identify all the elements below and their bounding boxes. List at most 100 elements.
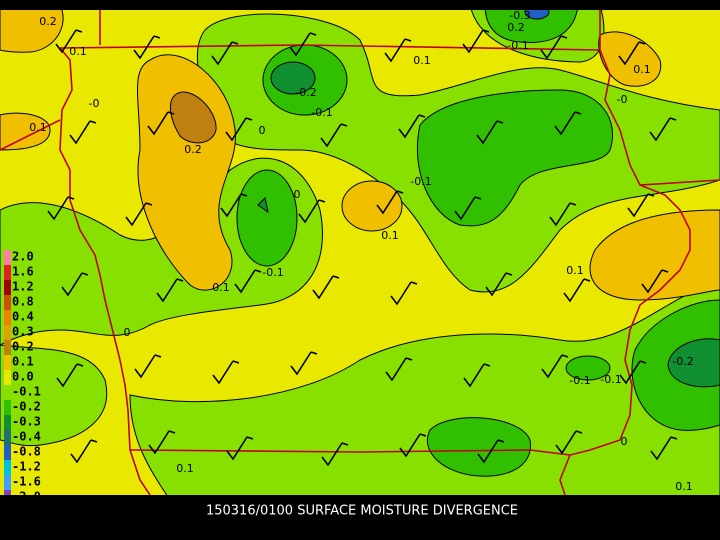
legend-swatch (4, 490, 11, 495)
wind-barb (650, 436, 678, 461)
contour-label: 0.1 (633, 63, 651, 76)
legend-swatch (4, 370, 11, 385)
legend-swatch (4, 265, 11, 280)
contour-label: 0.1 (69, 45, 87, 58)
contour-label: 0.1 (566, 264, 584, 277)
wind-barb (234, 269, 262, 294)
footer-title: 150316/0100 SURFACE MOISTURE DIVERGENCE (206, 504, 518, 519)
contour-label: -0.2 (295, 86, 316, 99)
field-dark-green (257, 61, 720, 388)
wind-barb (321, 442, 349, 467)
legend-label: -0.1 (12, 385, 41, 399)
legend-label: -0.2 (12, 400, 41, 414)
wind-barb (320, 123, 348, 148)
wind-barb (563, 278, 591, 303)
wind-barb (649, 117, 677, 142)
wind-barb (485, 272, 513, 297)
legend-label: 0.1 (12, 355, 34, 369)
wind-barb (148, 430, 176, 455)
legend-swatch (4, 325, 11, 340)
contour-label: -0.2 (672, 355, 693, 368)
legend-label: 1.6 (12, 265, 34, 279)
legend-label: -0.8 (12, 445, 41, 459)
contour-label: -0.1 (600, 373, 621, 386)
wind-barb (226, 436, 254, 461)
legend-label: 2.0 (12, 250, 34, 264)
legend-label: 0.2 (12, 340, 34, 354)
wind-barb (225, 117, 253, 142)
legend-swatch (4, 415, 11, 430)
wind-barb (47, 196, 75, 221)
legend-swatch (4, 310, 11, 325)
wind-barb (61, 272, 89, 297)
legend-swatch (4, 430, 11, 445)
wind-barb (55, 29, 83, 54)
wind-barb (56, 363, 84, 388)
contour-label: 0.1 (413, 54, 431, 67)
legend-swatch (4, 460, 11, 475)
contour-labels: 0.2 0.1 -0.3 0.2 -0.1 0.1 0.1 -0.2 -0.1 … (29, 9, 693, 493)
field-blue (524, 10, 550, 20)
wind-barb (399, 433, 427, 458)
wind-barb (463, 363, 491, 388)
legend-label: 1.2 (12, 280, 34, 294)
wind-barb (211, 41, 239, 66)
contour-label: -0.3 (509, 9, 530, 22)
wind-barb (619, 360, 647, 385)
wind-barb (290, 351, 318, 376)
legend-swatch (4, 340, 11, 355)
legend-label: -2.0 (12, 490, 41, 504)
contour-label: 0 (294, 188, 301, 201)
contour-label: 0.1 (29, 121, 47, 134)
contour-label: 0.1 (381, 229, 399, 242)
legend-label: 0.0 (12, 370, 34, 384)
contour-label: 0.2 (39, 15, 57, 28)
wind-barb (298, 199, 326, 224)
legend-swatch (4, 250, 11, 265)
contour-label: 0 (124, 326, 131, 339)
wind-barb (134, 354, 162, 379)
contour-label: -0.1 (311, 106, 332, 119)
wind-barb (133, 35, 161, 60)
contour-label: -0 (617, 93, 628, 106)
legend-swatch (4, 295, 11, 310)
contour-label: -0 (89, 97, 100, 110)
wind-barb (549, 202, 577, 227)
wind-barb (385, 357, 413, 382)
state-borders (0, 10, 720, 495)
contour-label: 0 (621, 435, 628, 448)
wind-barb (627, 193, 655, 218)
wind-barb (384, 38, 412, 63)
field-orange (0, 10, 720, 301)
wind-barb (477, 439, 505, 464)
map: 0.2 0.1 -0.3 0.2 -0.1 0.1 0.1 -0.2 -0.1 … (0, 9, 720, 495)
legend-label: -0.4 (12, 430, 41, 444)
legend-label: -1.2 (12, 460, 41, 474)
contour-label: 0.1 (675, 480, 693, 493)
wind-barb (156, 278, 184, 303)
legend-label: -1.6 (12, 475, 41, 489)
wind-barb (554, 111, 582, 136)
contour-label: -0.1 (507, 39, 528, 52)
legend-label: -0.3 (12, 415, 41, 429)
legend-swatch (4, 355, 11, 370)
wind-barb (454, 196, 482, 221)
contour-label: -0.1 (262, 266, 283, 279)
wind-barb (376, 190, 404, 215)
legend-swatch (4, 400, 11, 415)
wind-barb (641, 269, 669, 294)
legend-swatch (4, 280, 11, 295)
contour-label: -0.1 (410, 175, 431, 188)
wind-barbs (47, 29, 678, 467)
wind-barb (70, 439, 98, 464)
contour-label: 0.2 (184, 143, 202, 156)
wind-barb (540, 35, 568, 60)
contour-label: 0 (259, 124, 266, 137)
wind-barb (312, 275, 340, 300)
legend-swatch (4, 385, 11, 400)
contour-label: 0.1 (212, 281, 230, 294)
contour-label: 0.1 (176, 462, 194, 475)
wind-barb (462, 29, 490, 54)
wind-barb (289, 32, 317, 57)
